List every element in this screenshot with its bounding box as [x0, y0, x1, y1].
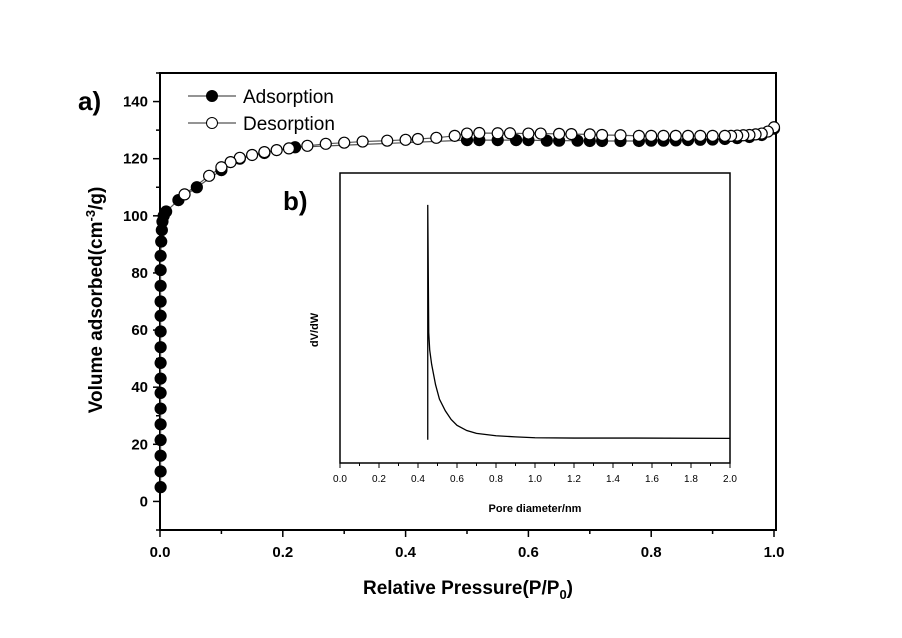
adsorption-point: [154, 449, 167, 462]
desorption-point: [718, 129, 731, 142]
desorption-point: [595, 128, 609, 142]
desorption-point: [301, 139, 314, 152]
x-tick-label: 1.0: [764, 544, 785, 561]
desorption-point: [270, 144, 283, 157]
desorption-point: [657, 129, 670, 142]
y-tick-label: 0: [140, 493, 148, 510]
x-tick-label: 0.8: [641, 544, 662, 561]
inset-x-tick-label: 0.2: [372, 474, 386, 485]
adsorption-point: [154, 465, 167, 478]
inset-x-tick-label: 1.6: [645, 474, 659, 485]
desorption-point: [694, 129, 707, 142]
adsorption-point: [154, 386, 167, 399]
inset-x-tick-label: 1.8: [684, 474, 698, 485]
desorption-point: [503, 127, 517, 140]
inset-x-axis-label: Pore diameter/nm: [489, 503, 582, 515]
desorption-point: [448, 129, 461, 142]
desorption-point: [224, 156, 237, 169]
desorption-point: [534, 127, 547, 140]
desorption-point: [522, 127, 535, 140]
desorption-point: [565, 128, 578, 141]
legend-marker-adsorption: [206, 90, 218, 102]
x-tick-label: 0.0: [150, 544, 171, 561]
desorption-point: [319, 137, 332, 150]
y-tick-label: 60: [131, 322, 148, 339]
y-tick-label: 40: [131, 379, 148, 396]
adsorption-point: [154, 402, 167, 415]
desorption-point: [645, 129, 658, 142]
inset-x-tick-label: 0.0: [333, 474, 347, 485]
desorption-point: [203, 169, 216, 182]
desorption-point: [706, 129, 719, 142]
inset-x-tick-label: 0.6: [450, 474, 464, 485]
inset-x-tick-label: 0.8: [489, 474, 503, 485]
adsorption-point: [154, 418, 167, 431]
desorption-point: [614, 129, 627, 142]
adsorption-point: [154, 279, 167, 292]
inset-x-tick-label: 1.0: [528, 474, 542, 485]
adsorption-point: [154, 263, 167, 277]
inset-frame: [339, 172, 731, 464]
y-tick-label: 140: [123, 94, 148, 111]
desorption-point: [258, 146, 271, 159]
x-tick-label: 0.2: [272, 544, 293, 561]
inset-x-tick-label: 1.2: [567, 474, 581, 485]
adsorption-point: [154, 249, 167, 262]
desorption-point: [491, 127, 504, 140]
desorption-point: [356, 135, 369, 148]
panel-label-b: b): [283, 186, 308, 216]
desorption-point: [430, 131, 443, 144]
desorption-point: [282, 142, 296, 155]
desorption-point: [411, 132, 424, 146]
desorption-point: [178, 188, 191, 201]
desorption-point: [381, 134, 394, 147]
y-axis-label: Volume adsorbed(cm-3/g): [83, 187, 107, 414]
pore-distribution-line: [427, 204, 731, 440]
legend-label-desorption: Desorption: [243, 114, 335, 135]
adsorption-point: [154, 481, 167, 494]
y-tick-label: 20: [131, 436, 148, 453]
inset-x-tick-label: 2.0: [723, 474, 737, 485]
desorption-point: [583, 128, 596, 141]
x-tick-label: 0.4: [395, 544, 417, 561]
desorption-point: [460, 127, 474, 140]
inset-x-tick-label: 1.4: [606, 474, 620, 485]
adsorption-point: [154, 309, 167, 322]
x-tick-label: 0.6: [518, 544, 539, 561]
adsorption-point: [155, 235, 168, 248]
inset-y-axis-label: dV/dW: [309, 312, 321, 347]
desorption-point: [632, 129, 646, 142]
panel-label-a: a): [78, 86, 101, 116]
legend-label-adsorption: Adsorption: [243, 87, 334, 108]
desorption-point: [215, 161, 228, 174]
desorption-point: [338, 136, 351, 149]
adsorption-point: [154, 433, 167, 447]
y-tick-label: 120: [123, 151, 148, 168]
y-tick-label: 80: [131, 265, 148, 282]
desorption-point: [681, 129, 695, 142]
desorption-point: [246, 148, 259, 162]
adsorption-point: [154, 341, 167, 354]
inset-x-tick-label: 0.4: [411, 474, 425, 485]
legend: Adsorption Desorption: [188, 87, 335, 135]
x-axis-label: Relative Pressure(P/P0): [363, 578, 573, 602]
desorption-point: [473, 126, 486, 140]
desorption-point: [552, 127, 566, 140]
desorption-point: [669, 129, 682, 142]
desorption-point: [399, 133, 412, 146]
adsorption-point: [154, 325, 167, 338]
adsorption-point: [154, 295, 167, 308]
adsorption-point: [154, 356, 167, 370]
adsorption-point: [190, 181, 203, 194]
y-tick-label: 100: [123, 208, 148, 225]
adsorption-point: [154, 372, 167, 385]
adsorption-point: [160, 205, 173, 218]
legend-marker-desorption: [206, 117, 218, 129]
